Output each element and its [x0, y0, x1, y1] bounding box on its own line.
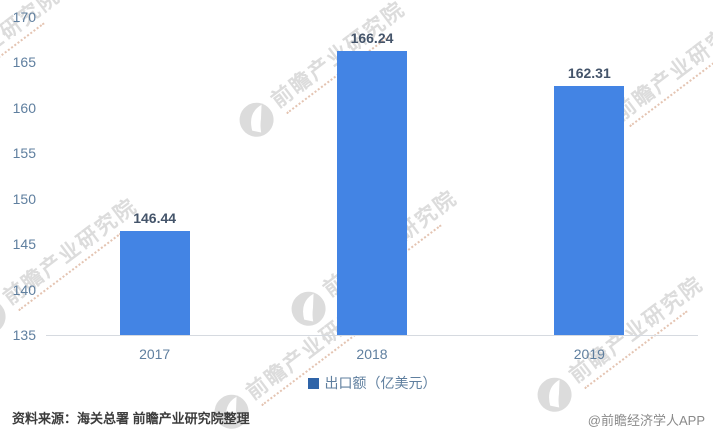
- y-axis-tick-label: 140: [12, 281, 36, 298]
- x-axis-category-label: 2019: [573, 346, 605, 362]
- y-axis-tick-label: 135: [12, 327, 36, 343]
- x-axis-category-label: 2017: [139, 346, 171, 362]
- bar-2019: [554, 86, 625, 335]
- bar-2017: [119, 230, 190, 335]
- x-axis-category-label: 2018: [356, 346, 388, 362]
- x-axis-line: [46, 335, 698, 336]
- y-axis-tick-label: 170: [12, 8, 36, 25]
- y-axis-tick-label: 165: [12, 54, 36, 70]
- bar-value-label: 162.31: [567, 65, 611, 82]
- legend: 出口额（亿美元）: [46, 374, 698, 392]
- credit-note: @前瞻经济学人APP: [587, 413, 705, 428]
- y-axis-tick-label: 145: [12, 236, 36, 252]
- data-source-note: 资料来源：海关总署 前瞻产业研究院整理: [12, 411, 250, 426]
- y-axis-tick-label: 160: [12, 99, 36, 116]
- bar-value-label: 146.44: [133, 209, 177, 226]
- legend-series-label: 出口额（亿美元）: [324, 375, 437, 391]
- y-axis-tick-label: 150: [12, 190, 36, 207]
- legend-marker-icon: [307, 377, 319, 389]
- bar-value-label: 166.24: [350, 29, 394, 46]
- y-axis-tick-label: 155: [12, 145, 36, 161]
- bar-2018: [337, 50, 407, 335]
